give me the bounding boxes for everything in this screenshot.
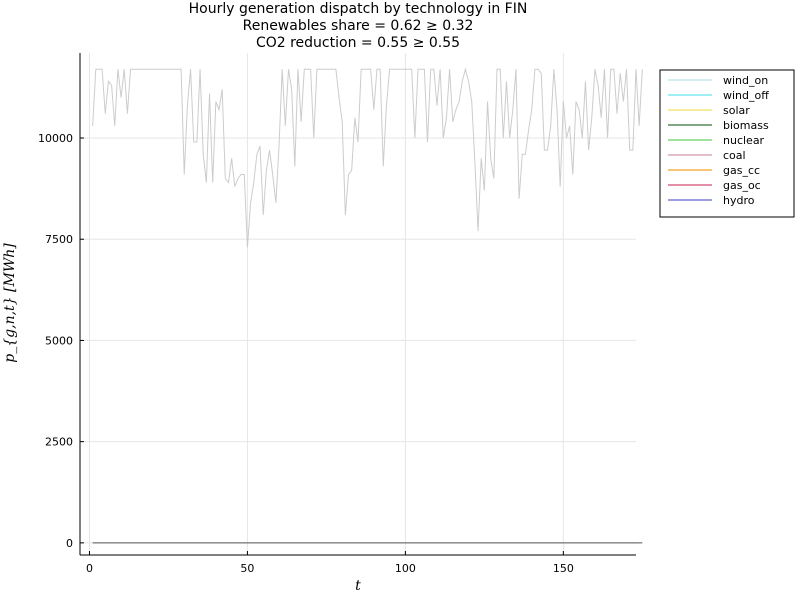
axes [79, 53, 636, 556]
legend-label-biomass: biomass [723, 119, 769, 132]
x-tick-label: 100 [395, 562, 416, 575]
legend-label-gas_cc: gas_cc [723, 164, 760, 177]
x-tick-label: 150 [553, 562, 574, 575]
legend-label-wind_on: wind_on [723, 74, 768, 87]
legend-label-coal: coal [723, 149, 746, 162]
y-axis-label: p_{g,n,t} [MWh] [2, 243, 18, 363]
legend-label-hydro: hydro [723, 194, 755, 207]
y-tick-label: 5000 [45, 334, 73, 347]
x-tick-label: 50 [240, 562, 254, 575]
title-line-3: CO2 reduction = 0.55 ≥ 0.55 [256, 35, 460, 51]
grid [80, 53, 636, 555]
y-tick-label: 0 [66, 537, 73, 550]
y-tick-label: 2500 [45, 436, 73, 449]
title-line-1: Hourly generation dispatch by technology… [189, 1, 528, 17]
y-tick-label: 10000 [38, 132, 73, 145]
y-tick-label: 7500 [45, 233, 73, 246]
total-dispatch-line [92, 67, 643, 248]
title-line-2: Renewables share = 0.62 ≥ 0.32 [243, 18, 474, 34]
legend-label-nuclear: nuclear [723, 134, 765, 147]
legend-label-gas_oc: gas_oc [723, 179, 761, 192]
legend-label-solar: solar [723, 104, 750, 117]
x-tick-label: 0 [86, 562, 93, 575]
tick-labels: 0 50 100 150 0 2500 5000 7500 10000 [38, 132, 574, 575]
x-axis-label: t [355, 578, 361, 594]
series-layer [92, 67, 643, 544]
legend-label-wind_off: wind_off [723, 89, 769, 102]
chart-title: Hourly generation dispatch by technology… [189, 1, 528, 51]
